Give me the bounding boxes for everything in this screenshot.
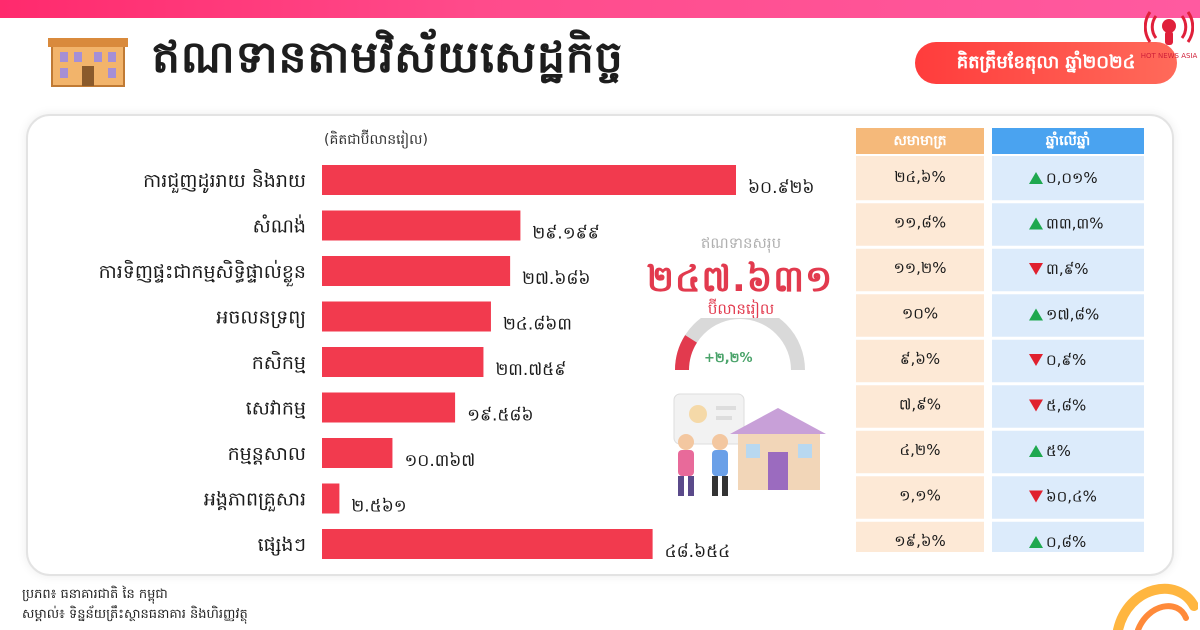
bar	[322, 165, 736, 195]
bar	[322, 301, 491, 332]
growth-gauge	[675, 318, 805, 371]
share-value: ៩,៦%	[900, 350, 940, 368]
bar-value-label: ៦០.៩២៦	[748, 178, 814, 198]
share-value: ១១,២%	[893, 259, 946, 277]
down-arrow-icon	[1029, 263, 1043, 275]
yoy-value: ០,៩%	[1046, 351, 1086, 369]
up-arrow-icon	[1029, 536, 1043, 548]
share-value: ១,១%	[899, 487, 941, 505]
share-value: ៧,៩%	[899, 396, 941, 414]
down-arrow-icon	[1029, 399, 1043, 412]
logo-text: HOT NEWS ASIA	[1140, 52, 1198, 60]
decorative-swirl	[1113, 583, 1198, 630]
gauge-fill	[675, 335, 698, 371]
total-credit-value: ២៤៧.៦៣១	[646, 259, 834, 300]
yoy-column-bg	[992, 156, 1144, 552]
bar-value-label: ២៧.៦៨៦	[522, 269, 590, 289]
category-label: កសិកម្ម	[252, 350, 306, 374]
yoy-value: ៣៣,៣%	[1046, 215, 1103, 233]
category-label: សំណង់	[253, 214, 306, 238]
up-arrow-icon	[1029, 308, 1043, 321]
unit-note: (គិតជាប៊ីលានរៀល)	[324, 132, 428, 148]
category-label: អចលនទ្រព្យ	[216, 307, 306, 329]
yoy-value: ០,០១%	[1046, 169, 1098, 187]
share-value: ១៩,៦%	[894, 532, 946, 550]
category-label: កម្មន្តសាល	[228, 443, 306, 465]
yoy-value: ៥,៨%	[1046, 397, 1086, 415]
bar-value-label: ២៤.៨៦៣	[503, 315, 572, 335]
yoy-value: ០,៨%	[1046, 533, 1086, 551]
bar-value-label: ២៩.១៩៩	[532, 224, 599, 244]
category-label: ផ្សេងៗ	[258, 534, 306, 556]
yoy-value: ៣,៩%	[1046, 260, 1088, 278]
bar	[322, 529, 653, 559]
page-title: ឥណទានតាមវិស័យសេដ្ឋកិច្ច	[152, 32, 624, 83]
yoy-column-header: ឆ្នាំលើឆ្នាំ	[992, 128, 1144, 154]
yoy-value: ៥%	[1046, 442, 1071, 460]
share-column-header: សមាមាត្រ	[856, 128, 984, 154]
share-value: ៤,២%	[900, 441, 941, 459]
people-house-illustration	[673, 393, 826, 496]
category-label: ការទិញផ្ទះជាកម្មសិទ្ធិផ្ទាល់ខ្លួន	[99, 259, 306, 287]
building-icon	[48, 38, 128, 87]
bar	[322, 256, 511, 286]
share-value: ២៤,៦%	[894, 168, 946, 186]
broadcast-logo-icon	[1144, 11, 1194, 45]
bar-value-label: ២៣.៧៥៩	[495, 360, 566, 380]
bar-value-label: ៤៨.៦៥៤	[665, 542, 731, 562]
top-band	[0, 0, 1200, 18]
share-value: ១១,៨%	[894, 214, 946, 232]
category-label: ការជួញដូររាយ និងរាយ	[143, 168, 306, 194]
down-arrow-icon	[1029, 354, 1043, 366]
share-value: ១០%	[902, 305, 938, 323]
bar	[322, 438, 393, 468]
up-arrow-icon	[1029, 217, 1043, 230]
category-label: អង្គភាពគ្រួសារ	[204, 489, 306, 513]
date-badge: គិតត្រឹមខែតុលា ឆ្នាំ២០២៤	[915, 42, 1177, 84]
source-note: ប្រភព៖ ធនាគារជាតិ នៃ កម្ពុជា	[22, 587, 168, 602]
bar-value-label: ២.៥៦១	[351, 497, 406, 517]
bar-value-label: ១០.៣៦៧	[404, 451, 475, 471]
category-label: សេវាកម្ម	[246, 398, 306, 420]
bar	[322, 347, 484, 377]
total-credit-unit: ប៊ីលានរៀល	[707, 300, 775, 318]
share-column-bg	[856, 156, 984, 552]
yoy-value: ១៧,៨%	[1046, 306, 1099, 324]
down-arrow-icon	[1029, 490, 1043, 503]
total-credit-label: ឥណទានសរុប	[700, 234, 782, 252]
up-arrow-icon	[1029, 172, 1043, 184]
yoy-value: ៦០,៤%	[1046, 488, 1097, 506]
bar-value-label: ១៩.៥៨៦	[467, 406, 533, 426]
growth-label: +២,២%	[704, 351, 753, 366]
bar	[322, 392, 456, 423]
bar	[322, 210, 521, 241]
up-arrow-icon	[1029, 445, 1043, 457]
bar	[322, 483, 340, 514]
footnote: សម្គាល់៖ ទិន្នន័យត្រឹះស្ថានធនាគារ និងហិរ…	[22, 607, 248, 622]
